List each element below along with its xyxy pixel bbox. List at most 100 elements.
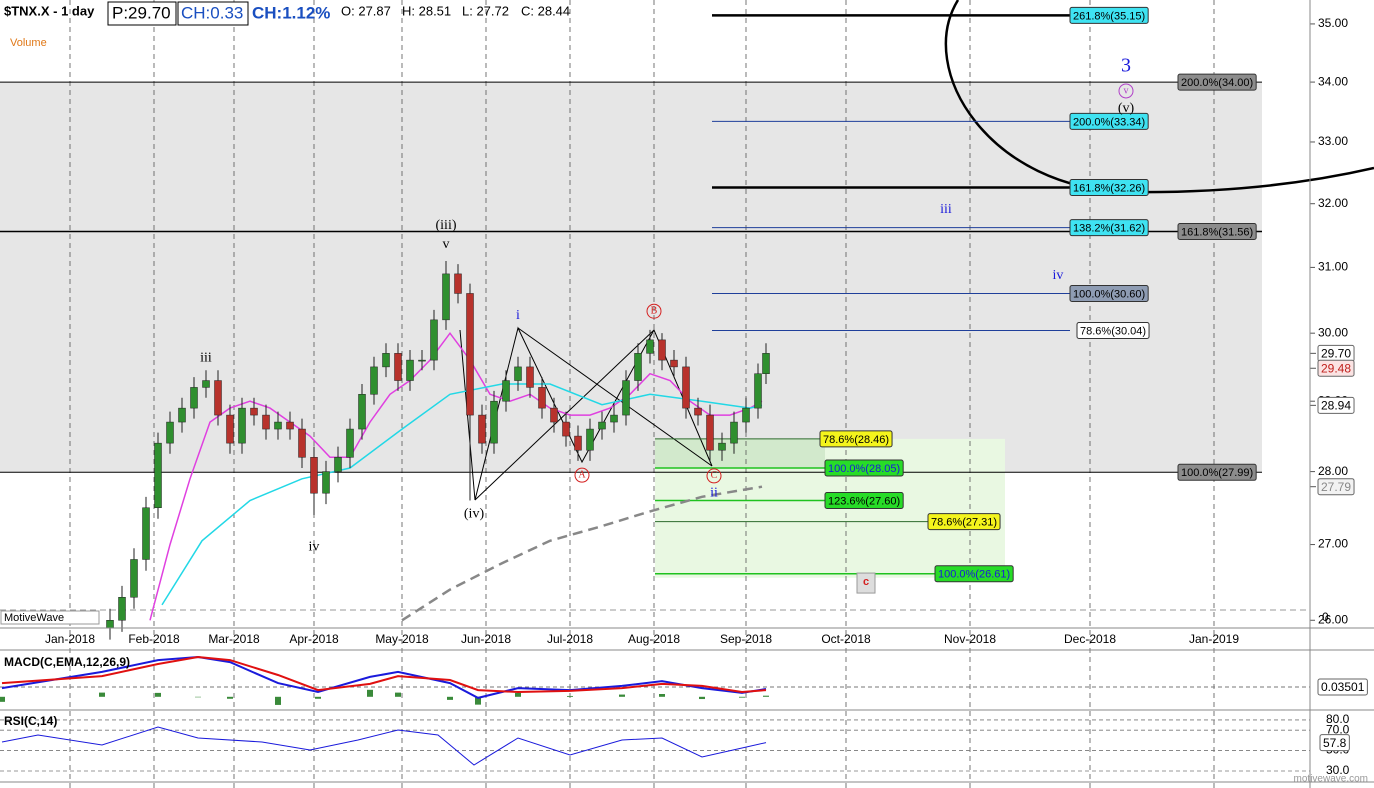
price: P:29.70 (112, 3, 171, 22)
x-tick-label: Jan-2018 (45, 632, 95, 646)
candle-body (334, 457, 342, 472)
value-label: 57.8 (1323, 736, 1347, 750)
macd-histogram-bar (567, 695, 573, 697)
candle-body (382, 353, 390, 368)
x-tick-label: Mar-2018 (208, 632, 260, 646)
change-pct: CH:1.12% (252, 3, 330, 22)
grid-layer (0, 0, 1315, 788)
candle-body (202, 380, 210, 388)
wave-circle (1118, 83, 1134, 99)
x-tick-label: Sep-2018 (720, 632, 772, 646)
candle-body (286, 421, 294, 430)
candle-body (238, 407, 246, 444)
candle-body (442, 273, 450, 321)
candle-body (694, 407, 702, 416)
level-label: 200.0%(34.00) (1181, 77, 1253, 89)
macd-histogram-bar (367, 689, 373, 697)
value-label-box (1317, 678, 1368, 696)
y-tick-label: 28.00 (1318, 464, 1348, 478)
volume-tick-label: 0 (1322, 610, 1329, 624)
macd-histogram-bar (195, 696, 201, 698)
macd-line (1, 655, 767, 694)
wave-box (856, 572, 876, 594)
wave-label: 3 (1121, 54, 1131, 76)
y-tick-label: 35.00 (1318, 16, 1348, 30)
x-tick-label: Feb-2018 (128, 632, 180, 646)
level-label: 123.6%(27.60) (828, 495, 900, 507)
panel-title: RSI(C,14) (4, 714, 57, 728)
candle-body (658, 339, 666, 361)
price-label: 29.70 (1321, 347, 1351, 361)
candle-body (682, 366, 690, 409)
candle-body (322, 471, 330, 494)
candle-body (298, 428, 306, 458)
candle-body (430, 319, 438, 361)
candle-body (466, 293, 474, 416)
candle-body (226, 414, 234, 444)
candle-body (154, 442, 162, 508)
level-label: 161.8%(31.56) (1181, 226, 1253, 238)
level-label-box (1069, 284, 1149, 302)
macd-histogram-bar (699, 696, 705, 700)
level-label-box (1177, 73, 1257, 91)
level-label-box (824, 491, 904, 509)
level-label-box (1177, 463, 1257, 481)
x-tick-label: Jan-2019 (1189, 632, 1239, 646)
level-label-box (1069, 219, 1149, 237)
candle-body (214, 380, 222, 416)
wave-label: iii (940, 202, 952, 217)
level-label: 100.0%(28.05) (828, 463, 900, 475)
moving-average (161, 383, 763, 606)
y-tick-label: 31.00 (1318, 260, 1348, 274)
y-tick-label: 34.00 (1318, 74, 1348, 88)
value-label-box (1319, 734, 1350, 752)
brand-box (0, 610, 100, 625)
y-tick-label: 33.00 (1318, 134, 1348, 148)
candle-body (118, 597, 126, 621)
price-label: 27.79 (1321, 480, 1351, 494)
candle-body (562, 421, 570, 437)
candle-body (418, 359, 426, 362)
price-label: 28.94 (1321, 399, 1351, 413)
level-label: 78.6%(27.31) (931, 517, 997, 529)
wave-label: iv (309, 540, 320, 555)
value-label: 0.03501 (1321, 680, 1365, 694)
wave-label: iii (200, 350, 212, 365)
candle-body (178, 407, 186, 423)
candle-body (586, 428, 594, 451)
price-label-box (1317, 478, 1355, 496)
wave-label: i (516, 308, 520, 323)
candle-body (490, 400, 498, 444)
high: H: 28.51 (402, 3, 451, 18)
level-label: 138.2%(31.62) (1073, 223, 1145, 235)
candle-body (718, 442, 726, 451)
macd-histogram-bar (315, 696, 321, 699)
macd-histogram-bar (99, 692, 105, 697)
y-tick-label: 80.0 (1326, 712, 1350, 726)
level-label: 78.6%(28.46) (823, 434, 889, 446)
y-tick-label: 70.0 (1326, 722, 1350, 736)
change: CH:0.33 (181, 3, 243, 22)
x-tick-label: Jun-2018 (461, 632, 511, 646)
x-tick-label: Nov-2018 (944, 632, 996, 646)
candle-body (634, 353, 642, 381)
target-zone (655, 438, 825, 469)
candle-body (574, 435, 582, 451)
rsi-line (1, 726, 767, 766)
x-tick-label: Jul-2018 (547, 632, 593, 646)
macd-histogram-bar (739, 696, 745, 698)
macd-histogram-bar (763, 695, 769, 697)
candle-body (406, 359, 414, 381)
moving-average (401, 485, 763, 622)
marks-layer (0, 14, 1316, 766)
level-label-box (1069, 178, 1149, 196)
candle-body (394, 353, 402, 381)
level-label: 78.6%(30.04) (1080, 325, 1146, 337)
candle-body (598, 421, 606, 430)
candle-body (742, 407, 750, 423)
candle-body (274, 421, 282, 430)
candle-body (646, 339, 654, 354)
macd-histogram-bar (0, 696, 5, 702)
macd-histogram-bar (447, 696, 453, 700)
level-label-box (1177, 222, 1257, 240)
